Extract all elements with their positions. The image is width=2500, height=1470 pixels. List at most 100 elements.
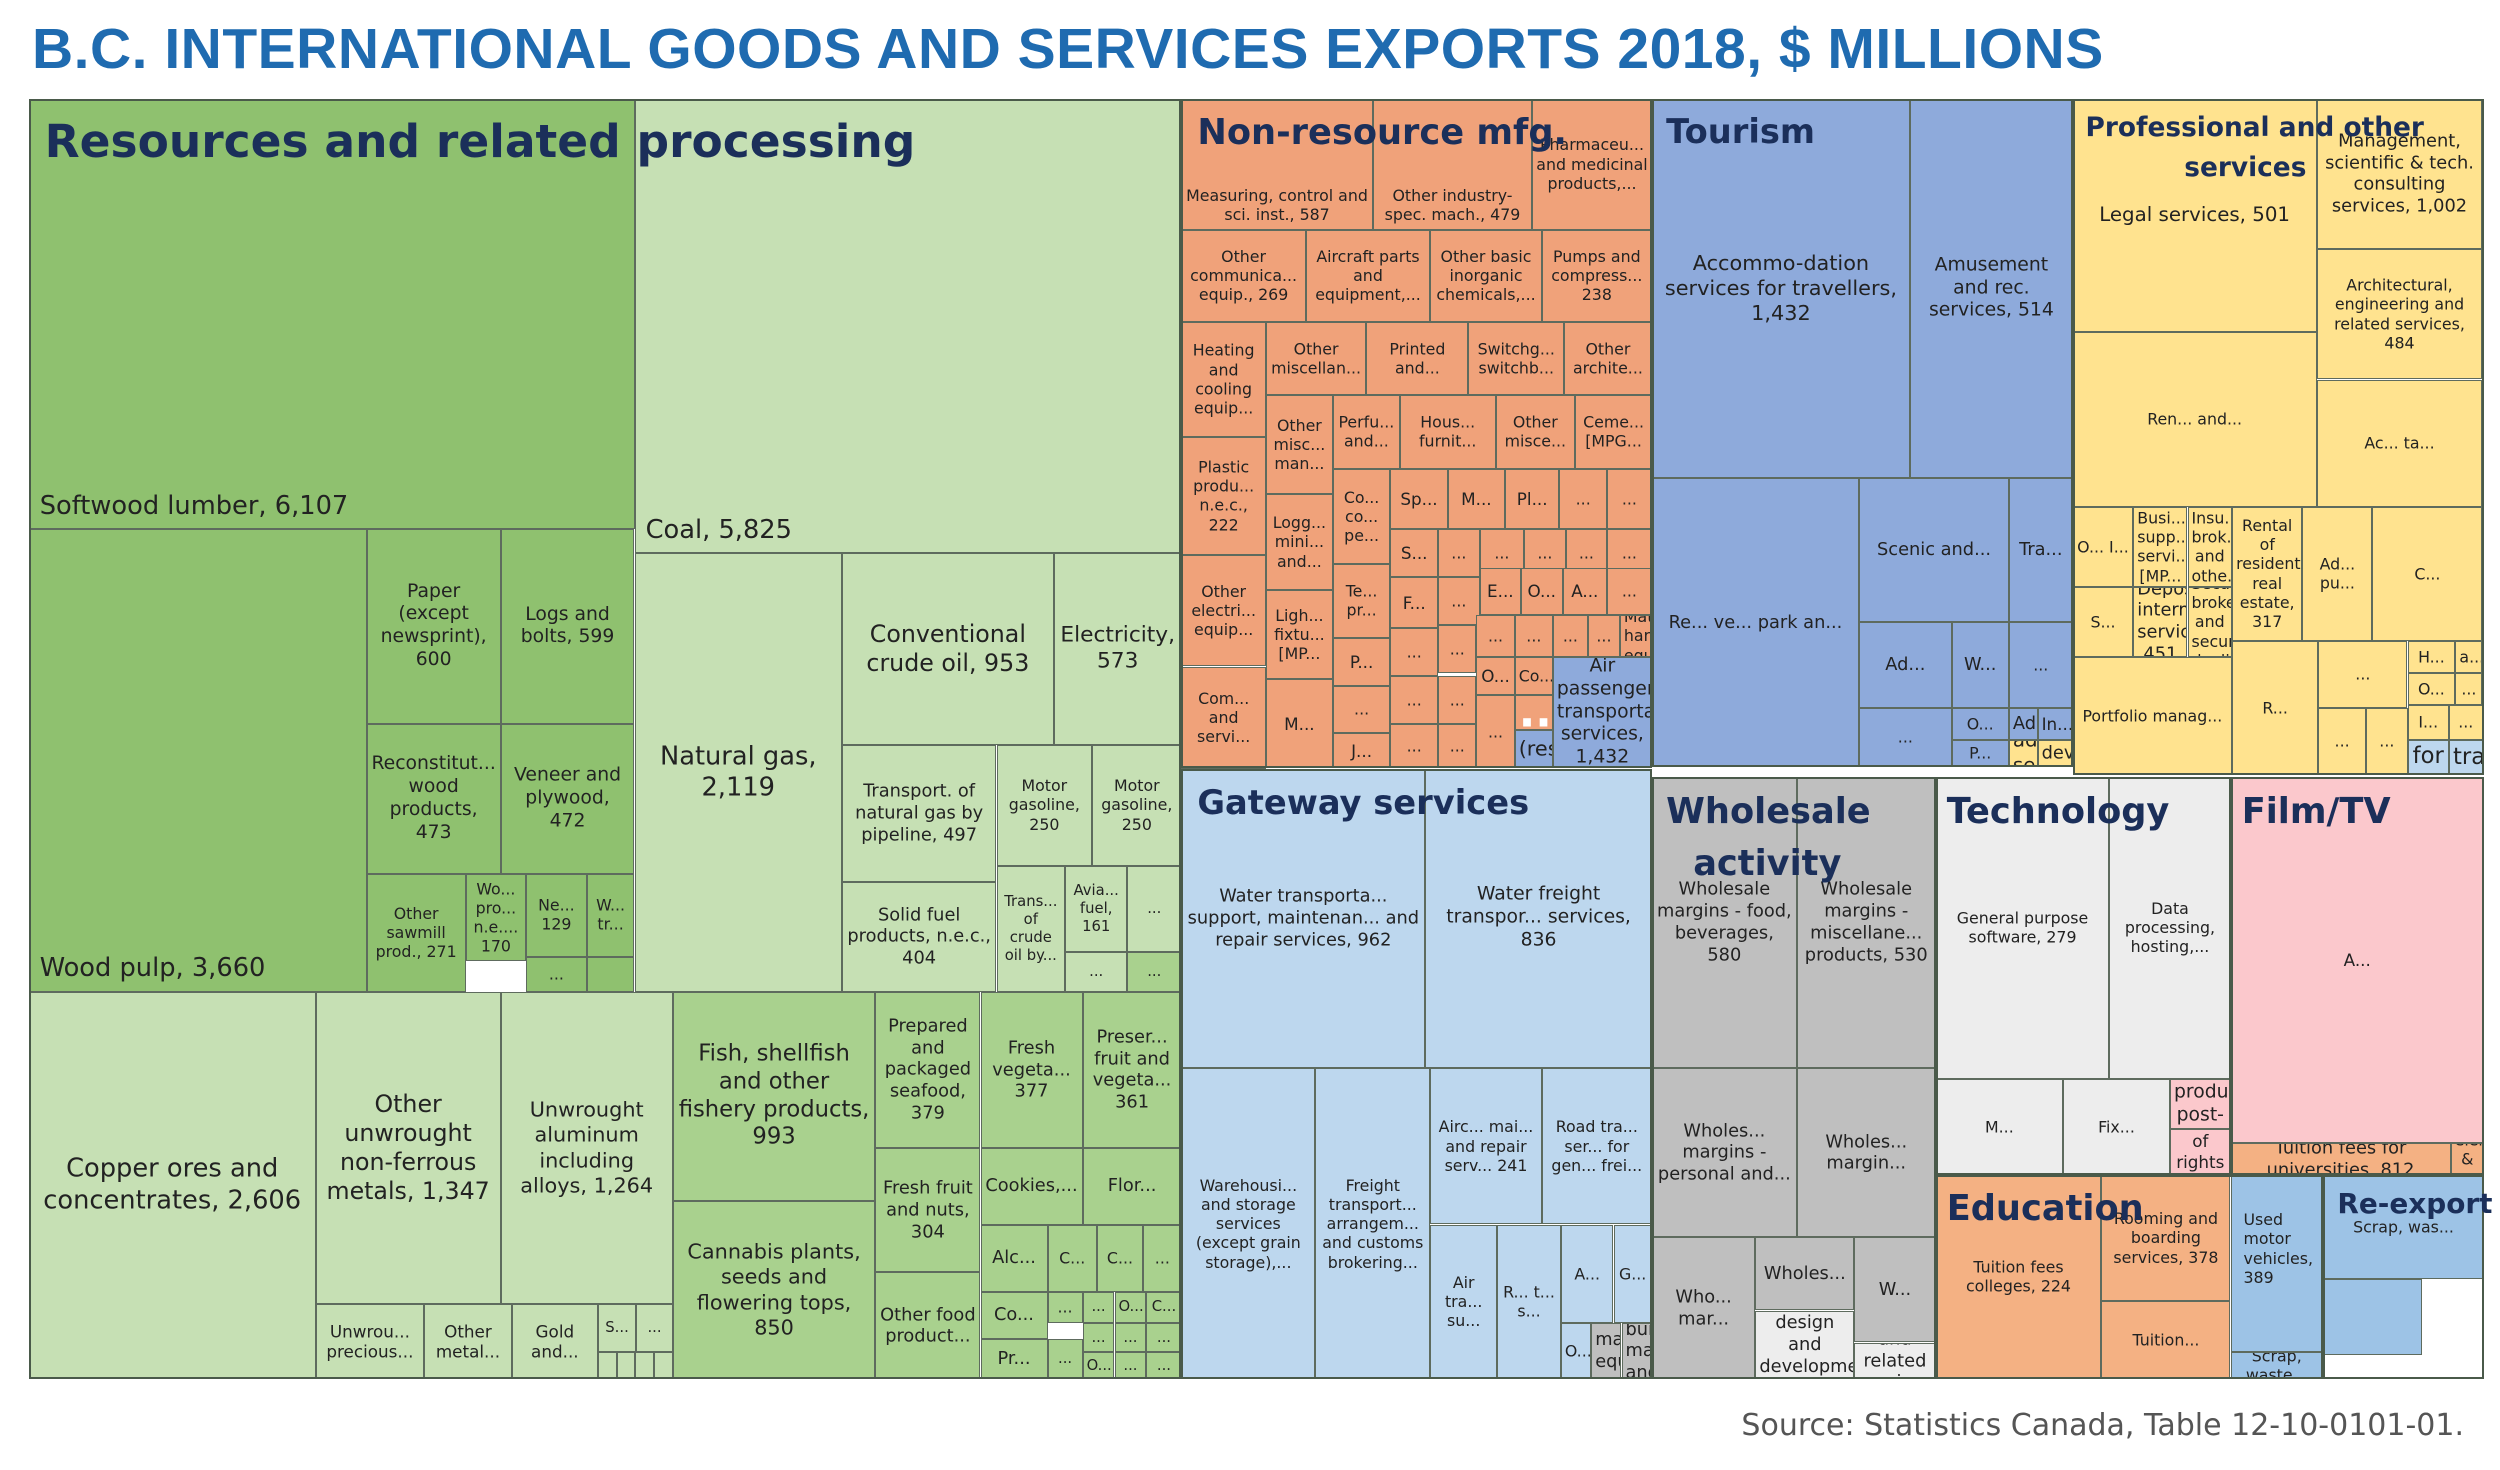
tile-other-metal: Other metal...: [424, 1304, 512, 1380]
header-gateway-services: Gateway services: [1197, 782, 1530, 822]
tile-label: Re... ve... park an...: [1668, 611, 1843, 633]
tile-label: Cookies,...: [985, 1175, 1078, 1197]
tile-aircraft-parts-and-equipment: Aircraft parts and equipment,...: [1305, 229, 1431, 323]
tile-logg-mini-and: Logg... mini... and...: [1265, 494, 1333, 590]
tile-warehousi-and-storage-services-except-gr: Warehousi... and storage services (excep…: [1181, 1068, 1316, 1380]
tile-blank: ...: [1607, 468, 1652, 530]
tile-management-scientific-tech-consulting-se: Management, scientific & tech. consultin…: [2316, 98, 2483, 249]
tile-tra: Tra...: [2008, 478, 2073, 622]
tile-o: O...: [1521, 567, 1563, 616]
tile-label: Ac... ta...: [2364, 433, 2435, 453]
tile-label: Gold and...: [531, 1321, 579, 1362]
tile-label: Perfu... and...: [1338, 412, 1395, 452]
tile-label: Pumps and compress... 238: [1551, 246, 1643, 305]
tile-reconstitut-wood-products-473: Reconstitut... wood products, 473: [366, 723, 501, 874]
tile-blank: ...: [1438, 676, 1477, 724]
tile-label: ...: [1621, 489, 1637, 509]
tile-blank: ...: [1476, 615, 1515, 657]
tile-label: Motor gasoline, 250: [1008, 776, 1080, 834]
tile-mater-handli-equip: Mater... handli... equip...: [1619, 615, 1652, 657]
tile-pl: Pl...: [1505, 468, 1560, 530]
tile-label: S...: [2090, 612, 2116, 632]
tile-plastic-produ-n-e-c-222: Plastic produ... n.e.c., 222: [1181, 436, 1266, 555]
tile-label: Switchg... switchb...: [1477, 339, 1555, 378]
tile-pharmaceu-and-medicinal-products: Pharmaceu... and medicinal products,...: [1532, 98, 1652, 230]
tile-label: ...: [1147, 899, 1162, 917]
tile-label: Other unwrought non-ferrous metals, 1,34…: [326, 1090, 490, 1205]
tile-label: Sp...: [1400, 488, 1438, 509]
tile-label: Ad...: [1885, 653, 1926, 675]
tile-label: Rail freight transportation services, 1,…: [2453, 741, 2483, 774]
tile-label: ...: [2379, 731, 2395, 751]
tile-blank: ...: [2455, 672, 2483, 705]
tile-label: a...: [2459, 647, 2483, 667]
tile-label: Wood pulp, 3,660: [39, 953, 266, 984]
tile-label: Deposit intermediation services, 451: [2137, 586, 2186, 657]
tile-wholes-margins-personal-and: Wholes... margins - personal and...: [1651, 1068, 1797, 1238]
tile-c: C...: [1096, 1224, 1144, 1292]
tile-label: ...: [1897, 727, 1913, 747]
tile-other-miscellan: Other miscellan...: [1265, 322, 1367, 396]
tile-blank: ...: [1514, 615, 1553, 657]
tile-blank: ...: [1390, 676, 1439, 724]
tile-label: Paper (except newsprint), 600: [380, 580, 487, 671]
tile-label: ...: [1562, 626, 1578, 646]
tile-blank: ...: [1438, 529, 1480, 578]
tile-label: ...: [1449, 736, 1465, 756]
tile-label: ...: [1147, 962, 1162, 980]
tile-label: Air tra... su...: [1444, 1272, 1483, 1331]
tile-blank: ...: [1047, 1339, 1083, 1380]
tile-s: S...: [2072, 586, 2134, 657]
tile-movie-television-program-and-video-produ: Movie, television program and video prod…: [2170, 1079, 2231, 1129]
tile-blank: ...: [1438, 577, 1480, 625]
tile-label: O... I...: [2077, 537, 2129, 557]
tile-label: Other food product...: [880, 1303, 976, 1347]
tile-co-co-pe: Co... co... pe...: [1332, 468, 1391, 565]
tile-trans-of-crude-oil-by: Trans... of crude oil by...: [996, 865, 1066, 992]
tile-label: C...: [1151, 1298, 1177, 1316]
tile-ne-129: Ne... 129: [526, 873, 587, 957]
tile-label: Ne... 129: [538, 895, 575, 935]
header-technology: Technology: [1946, 790, 2170, 832]
tile-label: Office administrative services, 1,339: [2012, 739, 2038, 767]
tile-rail-freight-transportation-services-1-5: Rail freight transportation services, 1,…: [2449, 739, 2483, 775]
tile-label: Mater... handli... equip...: [1623, 615, 1651, 657]
tile-o: O...: [1476, 656, 1515, 696]
tile-wholesale-margins-building-materials-and: Wholesale margins-building materials and…: [1621, 1323, 1652, 1380]
tile-ac-ta: Ac... ta...: [2316, 379, 2483, 508]
tile-label: R... t... s...: [1503, 1282, 1555, 1321]
tile-label: Other misc... man...: [1273, 415, 1326, 474]
tile-label: Natural gas, 2,119: [659, 741, 817, 803]
tile-blank: ...: [526, 956, 587, 992]
tile-office-administrative-services-1-339: Office administrative services, 1,339: [2008, 739, 2038, 767]
tile-j: J...: [1332, 733, 1391, 769]
tile-blank: ...: [1390, 723, 1439, 769]
tile-a: A...: [2230, 776, 2484, 1144]
tile-logs-and-bolts-599: Logs and bolts, 599: [500, 529, 635, 724]
tile-com-and-servi: Com... and servi...: [1181, 666, 1266, 769]
tile-label: Fresh fruit and nuts, 304: [883, 1177, 973, 1243]
tile-label: Other metal...: [435, 1321, 501, 1362]
tile-blank: ...: [1607, 567, 1652, 616]
tile-label: ...: [1057, 1350, 1073, 1368]
tile-label: ...: [2334, 731, 2350, 751]
tile-label: Conventional crude oil, 953: [866, 620, 1030, 677]
header-tourism: Tourism: [1666, 111, 1816, 151]
tile-o: O...: [1951, 707, 2009, 740]
tile-label: Tra...: [2019, 539, 2063, 561]
tile-accommo-dation-services-for-travellers-1: Accommo-dation services for travellers, …: [1651, 98, 1911, 479]
tile-label: ...: [1406, 690, 1422, 710]
tile-label: Wholes...: [1763, 1262, 1846, 1284]
tile-o: O...: [1114, 1291, 1147, 1324]
tile-label: O...: [1086, 1356, 1112, 1374]
source-note: Source: Statistics Canada, Table 12-10-0…: [1741, 1408, 2464, 1443]
tile-blank: ...: [1065, 951, 1128, 992]
tile-prepared-and-packaged-seafood-379: Prepared and packaged seafood, 379: [875, 991, 981, 1148]
tile-other-archite: Other archite...: [1564, 322, 1652, 396]
tile-label: Motor gasoline, 250: [1101, 776, 1173, 834]
tile-rental-of-residential-real-estate-317: Rental of residential real estate, 317: [2232, 507, 2303, 641]
tile-research-and-development-services-586: Research and development services, 586: [2037, 739, 2073, 767]
tile-blank: ...: [1476, 695, 1515, 769]
tile-label: O...: [2417, 679, 2445, 699]
tile-tuition-fees-colleges-224: Tuition fees colleges, 224: [1935, 1175, 2102, 1380]
